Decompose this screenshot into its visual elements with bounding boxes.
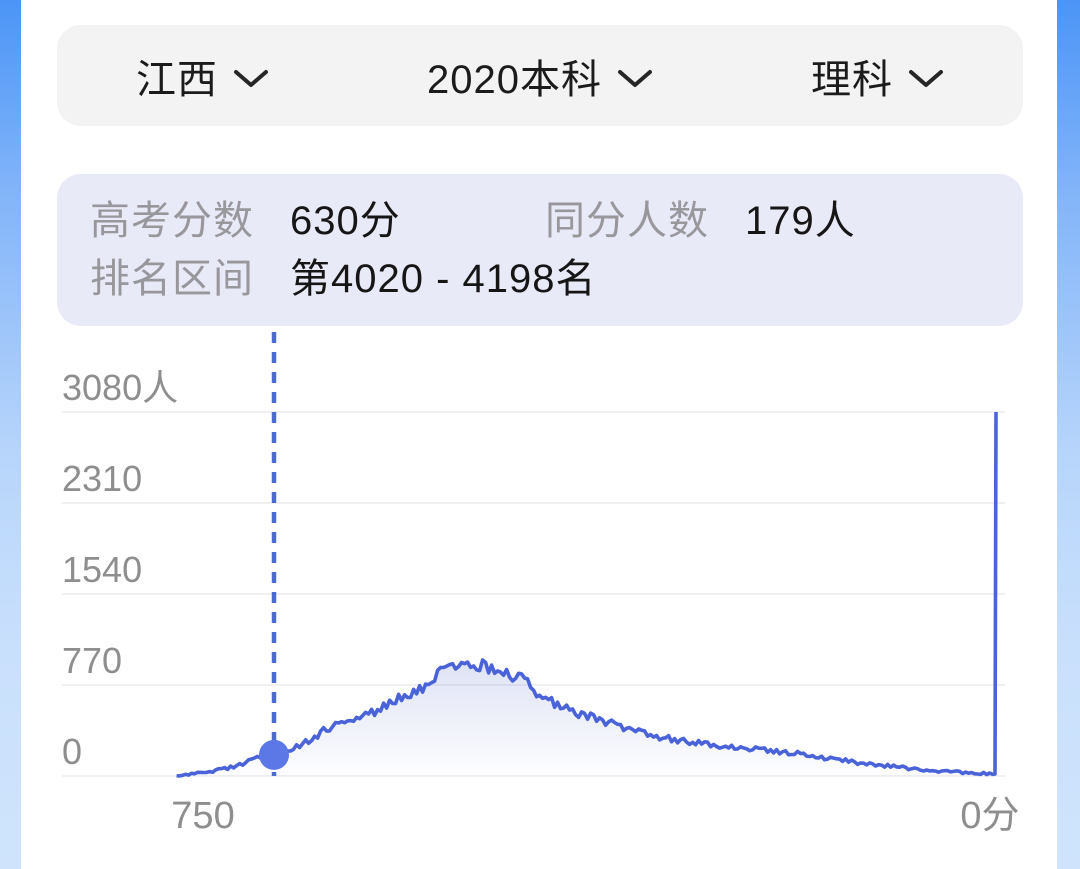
rank-range-value: 第4020 - 4198名	[290, 257, 597, 301]
same-score-count-value: 179人	[745, 199, 856, 243]
chevron-down-icon	[234, 69, 268, 87]
score-label: 高考分数	[90, 199, 254, 243]
distribution-line	[176, 411, 998, 778]
province-dropdown-label: 江西	[136, 57, 218, 102]
subject-dropdown[interactable]: 理科	[811, 47, 944, 105]
y-tick-label: 0	[62, 731, 82, 772]
same-score-count-label: 同分人数	[545, 199, 709, 243]
province-dropdown[interactable]: 江西	[136, 47, 269, 105]
x-axis-label-left: 750	[171, 795, 234, 837]
info-row: 排名区间 第4020 - 4198名	[57, 250, 1023, 308]
year-batch-dropdown-label: 2020本科	[427, 57, 602, 102]
y-tick-label: 770	[62, 640, 122, 681]
rank-range-label: 排名区间	[90, 257, 254, 301]
chevron-down-icon	[908, 69, 943, 87]
selected-score-marker-dot[interactable]	[259, 739, 289, 770]
y-tick-label: 1540	[62, 549, 142, 590]
y-tick-label: 3080人	[62, 367, 178, 408]
score-value: 630分	[290, 199, 401, 243]
score-info-panel: 高考分数 630分 同分人数 179人 排名区间 第4020 - 4198名	[57, 174, 1023, 326]
year-batch-dropdown[interactable]: 2020本科	[427, 47, 653, 105]
subject-dropdown-label: 理科	[810, 57, 893, 102]
y-tick-label: 2310	[62, 458, 142, 499]
chevron-down-icon	[617, 69, 652, 87]
info-row: 高考分数 630分 同分人数 179人	[57, 192, 1023, 250]
filter-selector-bar: 江西 2020本科 理科	[57, 25, 1023, 126]
x-axis-label-right: 0分	[960, 795, 1019, 837]
